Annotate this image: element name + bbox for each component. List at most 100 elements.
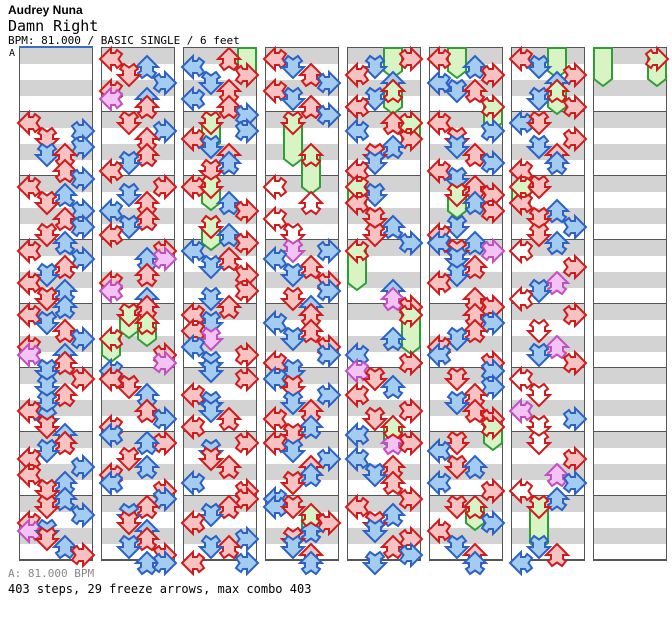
note-arrow [215, 294, 243, 320]
note-arrow [480, 197, 506, 225]
note-arrow [215, 222, 243, 248]
note-arrow [344, 117, 370, 145]
note-arrow [33, 262, 61, 288]
chart-column-notes [508, 45, 588, 577]
note-arrow [480, 61, 506, 89]
chart-column [426, 45, 506, 576]
note-arrow [379, 110, 407, 136]
note-arrow [398, 397, 424, 425]
note-arrow [297, 62, 325, 88]
note-arrow [197, 286, 225, 312]
note-arrow [70, 541, 96, 569]
note-arrow [316, 69, 342, 97]
chart-column-notes [180, 46, 260, 577]
note-arrow [361, 518, 389, 544]
note-arrow [70, 501, 96, 529]
note-arrow [443, 214, 471, 240]
note-arrow [297, 318, 325, 344]
note-arrow [543, 230, 571, 256]
section-a-marker-line [19, 46, 93, 48]
note-arrow [234, 365, 260, 393]
note-arrow [115, 510, 143, 536]
note-arrow [234, 229, 260, 257]
note-arrow [398, 349, 424, 377]
note-arrow [361, 222, 389, 248]
note-arrow [543, 542, 571, 568]
freeze-arrow-head [379, 78, 407, 104]
note-arrow [98, 277, 124, 305]
note-arrow [51, 158, 79, 184]
note-arrow [262, 365, 288, 393]
freeze-arrow-head [133, 310, 161, 336]
artist-name: Audrey Nuna [8, 3, 83, 17]
note-arrow [443, 134, 471, 160]
note-arrow [316, 381, 342, 409]
note-arrow [344, 381, 370, 409]
note-arrow [133, 142, 161, 168]
note-arrow [51, 318, 79, 344]
note-arrow [133, 398, 161, 424]
note-arrow [461, 190, 489, 216]
note-arrow [443, 366, 471, 392]
note-arrow [543, 150, 571, 176]
chart-column [344, 45, 424, 576]
note-arrow [16, 301, 42, 329]
note-arrow [33, 190, 61, 216]
note-arrow [279, 326, 307, 352]
note-arrow [461, 254, 489, 280]
note-arrow [133, 206, 161, 232]
note-arrow [297, 462, 325, 488]
note-arrow [33, 494, 61, 520]
note-arrow [379, 134, 407, 160]
note-arrow [279, 534, 307, 560]
note-arrow [279, 494, 307, 520]
freeze-arrow-head [480, 93, 506, 121]
note-arrow [180, 509, 206, 537]
note-arrow [197, 502, 225, 528]
note-arrow [98, 365, 124, 393]
note-arrow [115, 446, 143, 472]
freeze-arrow-head [279, 110, 307, 136]
note-arrow [279, 438, 307, 464]
note-arrow [297, 550, 325, 576]
note-arrow [279, 86, 307, 112]
note-arrow [525, 534, 553, 560]
note-arrow [480, 477, 506, 505]
note-arrow [215, 406, 243, 432]
note-arrow [197, 534, 225, 560]
note-arrow [525, 430, 553, 456]
note-arrow [279, 238, 307, 264]
note-arrow [197, 398, 225, 424]
note-arrow [180, 53, 206, 81]
note-arrow [51, 534, 79, 560]
note-arrow [508, 237, 534, 265]
note-arrow [215, 494, 243, 520]
note-arrow [426, 437, 452, 465]
chart-column-notes [593, 45, 670, 88]
note-arrow [51, 230, 79, 256]
note-arrow [197, 70, 225, 96]
note-arrow [197, 446, 225, 472]
note-arrow [316, 101, 342, 129]
note-arrow [234, 117, 260, 145]
note-arrow [98, 157, 124, 185]
note-arrow [234, 525, 260, 553]
note-arrow [543, 198, 571, 224]
note-arrow [51, 486, 79, 512]
note-arrow [525, 174, 553, 200]
note-arrow [262, 245, 288, 273]
note-arrow [98, 221, 124, 249]
note-arrow [152, 485, 178, 513]
note-arrow [152, 405, 178, 433]
note-arrow [344, 421, 370, 449]
note-arrow [398, 45, 424, 73]
note-arrow [508, 45, 534, 73]
note-arrow [426, 517, 452, 545]
note-arrow [297, 254, 325, 280]
note-arrow [379, 502, 407, 528]
note-arrow [197, 358, 225, 384]
note-arrow [197, 134, 225, 160]
note-arrow [133, 494, 161, 520]
freeze-arrow-body [447, 47, 467, 80]
note-arrow [398, 485, 424, 513]
